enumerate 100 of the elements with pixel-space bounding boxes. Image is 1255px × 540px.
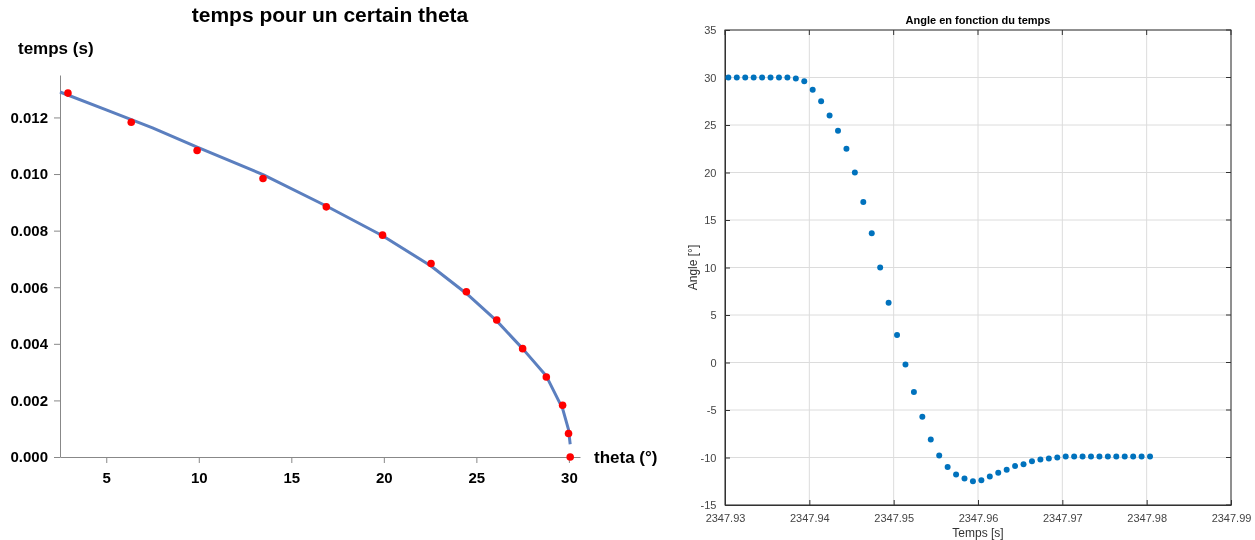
point: [1045, 455, 1052, 462]
y-tick-label: 0.006: [10, 278, 48, 296]
y-tick-label: -15: [700, 499, 717, 512]
point: [961, 475, 968, 482]
y-tick-label: 25: [704, 119, 717, 132]
point: [953, 471, 960, 478]
point: [564, 429, 573, 438]
x-tick-label: 15: [283, 468, 301, 486]
point: [792, 75, 799, 82]
y-tick-label: 30: [704, 71, 717, 84]
y-tick-label: 35: [704, 24, 717, 37]
point: [1079, 453, 1086, 460]
point: [558, 401, 567, 409]
x-tick-label: 20: [376, 468, 393, 486]
point: [885, 299, 892, 306]
x-tick-label: 2347.94: [789, 512, 830, 525]
point: [910, 388, 917, 395]
point: [818, 98, 825, 105]
point: [868, 230, 875, 237]
point: [969, 478, 976, 485]
point: [462, 287, 471, 296]
y-tick-label: 20: [704, 166, 717, 179]
point: [851, 169, 858, 176]
point: [259, 174, 267, 183]
point: [492, 316, 501, 324]
point: [1062, 453, 1069, 460]
point: [835, 127, 841, 134]
point: [919, 413, 926, 420]
point: [877, 264, 884, 271]
point: [775, 74, 782, 81]
line-series: [58, 90, 572, 446]
x-tick-label: 2347.98: [1127, 512, 1168, 525]
point: [767, 74, 774, 81]
point: [843, 145, 850, 152]
x-tick-label: 2347.93: [705, 512, 746, 525]
point: [1130, 453, 1137, 460]
point: [742, 74, 749, 81]
chart-title: Angle en fonction du temps: [905, 14, 1051, 26]
point: [860, 198, 867, 205]
point: [936, 452, 943, 459]
chart-title: temps pour un certain theta: [191, 3, 469, 26]
point: [1020, 461, 1027, 468]
x-tick-label: 30: [561, 468, 578, 486]
y-tick-label: -10: [700, 451, 717, 464]
x-tick-label: 2347.95: [874, 512, 915, 525]
point: [542, 373, 551, 381]
y-tick-label: 0.012: [10, 108, 48, 126]
y-tick-label: 10: [704, 261, 717, 274]
y-tick-label: 0.002: [10, 391, 48, 409]
point: [986, 473, 993, 480]
point: [566, 453, 574, 461]
x-axis-title: theta (°): [594, 448, 658, 467]
point: [378, 231, 387, 239]
y-axis-title: Angle [°]: [686, 244, 700, 291]
point: [1037, 456, 1044, 463]
point: [894, 331, 901, 338]
point: [193, 146, 201, 155]
point: [127, 118, 136, 127]
point: [801, 78, 808, 85]
y-tick-label: 15: [704, 214, 717, 227]
y-tick-label: 0.010: [10, 165, 48, 183]
y-tick-label: 0.000: [10, 448, 48, 466]
point: [750, 74, 757, 81]
point: [1113, 453, 1120, 460]
point: [1096, 453, 1103, 460]
point: [826, 112, 833, 119]
x-tick-label: 10: [190, 468, 208, 486]
point: [1054, 454, 1061, 461]
point: [1012, 463, 1019, 470]
y-tick-label: -5: [706, 404, 717, 417]
point: [1071, 453, 1078, 460]
x-axis-title: Temps [s]: [952, 526, 1004, 540]
point: [1147, 453, 1154, 460]
point: [944, 464, 951, 470]
point: [1088, 453, 1094, 460]
x-tick-label: 2347.97: [1042, 512, 1083, 525]
y-tick-label: 0: [710, 356, 717, 369]
point: [733, 74, 740, 81]
point: [518, 344, 527, 353]
x-tick-label: 2347.96: [958, 512, 999, 525]
y-tick-label: 0.004: [10, 335, 49, 353]
y-tick-label: 5: [710, 309, 717, 322]
point: [995, 469, 1002, 476]
point: [64, 89, 72, 97]
x-tick-label: 5: [102, 468, 111, 486]
point: [809, 86, 816, 93]
point: [1104, 453, 1111, 460]
point: [1003, 466, 1010, 473]
point: [322, 203, 331, 211]
point: [784, 74, 791, 81]
y-axis-title: temps (s): [18, 39, 94, 58]
point: [427, 259, 435, 268]
x-tick-label: 25: [468, 468, 486, 486]
point: [1121, 453, 1128, 460]
point: [902, 361, 909, 368]
point: [1028, 458, 1035, 465]
point: [927, 436, 934, 443]
point: [978, 477, 985, 484]
point: [759, 74, 766, 81]
y-tick-label: 0.008: [10, 221, 48, 239]
